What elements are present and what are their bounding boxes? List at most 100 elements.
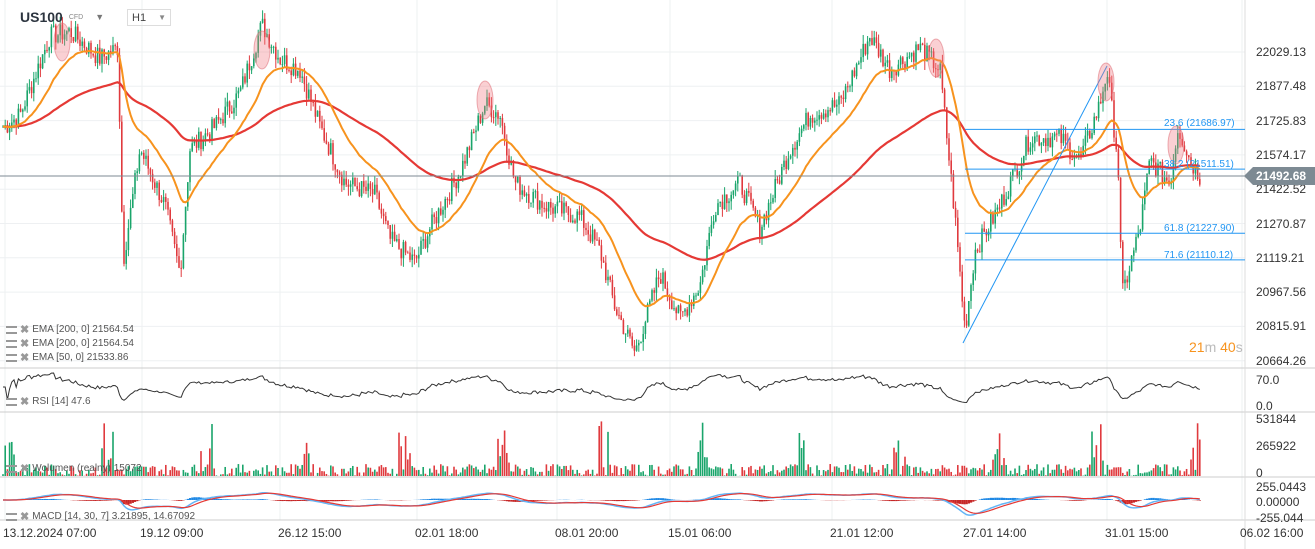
macd-histogram-bar	[101, 500, 104, 501]
macd-histogram-bar	[296, 500, 299, 501]
macd-axis-zero: 0.00000	[1256, 495, 1300, 509]
macd-histogram-bar	[994, 497, 997, 500]
candle-body	[347, 184, 350, 187]
volume-bar	[323, 471, 325, 476]
macd-histogram-bar	[989, 497, 992, 500]
candle-body	[228, 101, 231, 112]
candle-body	[477, 115, 479, 131]
macd-histogram-bar	[653, 498, 656, 500]
candle-body	[1091, 133, 1093, 139]
candle-body	[855, 63, 858, 77]
volume-bar	[825, 471, 827, 476]
volume-bar	[618, 475, 620, 476]
macd-histogram-bar	[626, 500, 629, 501]
legend-macd[interactable]: ✖ MACD [14, 30, 7] 3.21895, 14.67092	[6, 510, 195, 523]
volume-bar	[114, 470, 116, 476]
legend-ema-200-b[interactable]: ✖ EMA [200, 0] 21564.54	[6, 337, 134, 350]
volume-bar	[745, 474, 748, 476]
macd-histogram-bar	[81, 500, 84, 501]
macd-histogram-bar	[895, 500, 898, 502]
candle-body	[495, 112, 497, 118]
close-icon[interactable]: ✖	[20, 324, 30, 336]
close-icon[interactable]: ✖	[20, 463, 30, 475]
volume-bar	[371, 471, 374, 476]
volume-bar	[677, 465, 680, 476]
candle-body	[1089, 130, 1091, 139]
symbol-selector[interactable]: US100 CFD ▼	[20, 9, 104, 25]
macd-histogram-bar	[475, 498, 478, 500]
macd-histogram-bar	[193, 497, 196, 500]
volume-bar	[844, 464, 847, 476]
close-icon[interactable]: ✖	[20, 352, 30, 364]
volume-bar	[728, 468, 730, 476]
volume-bar	[873, 472, 875, 476]
volume-bar	[783, 469, 785, 476]
macd-histogram-bar	[85, 500, 88, 501]
volume-bar	[182, 469, 185, 476]
volume-bar	[398, 432, 400, 476]
menu-icon[interactable]	[6, 339, 17, 348]
volume-bar	[396, 473, 398, 476]
candle-body	[598, 239, 600, 246]
volume-bar	[798, 432, 801, 476]
macd-histogram-bar	[92, 500, 95, 501]
macd-histogram-bar	[602, 500, 605, 501]
menu-icon[interactable]	[6, 353, 17, 362]
legend-rsi[interactable]: ✖ RSI [14] 47.6	[6, 395, 91, 408]
volume-bar	[110, 458, 112, 476]
macd-histogram-bar	[1106, 498, 1109, 500]
close-icon[interactable]: ✖	[20, 396, 30, 408]
candle-body	[79, 39, 81, 46]
menu-icon[interactable]	[6, 464, 17, 473]
menu-icon[interactable]	[6, 325, 17, 334]
candle-body	[286, 55, 288, 70]
candle-body	[886, 60, 889, 63]
candle-body	[283, 55, 286, 65]
close-icon[interactable]: ✖	[20, 338, 30, 350]
candle-body	[191, 143, 193, 152]
volume-bar	[787, 468, 790, 476]
candle-body	[459, 176, 462, 178]
highlight-marker	[53, 22, 71, 62]
close-icon[interactable]: ✖	[20, 511, 30, 523]
candle-body	[1161, 161, 1164, 183]
macd-histogram-bar	[299, 500, 302, 502]
candle-body	[759, 214, 761, 238]
legend-ema-200-a[interactable]: ✖ EMA [200, 0] 21564.54	[6, 323, 134, 336]
candle-body	[28, 87, 31, 91]
volume-bar	[957, 465, 959, 476]
legend-ema-50[interactable]: ✖ EMA [50, 0] 21533.86	[6, 351, 128, 364]
volume-bar	[52, 465, 55, 476]
macd-histogram-bar	[477, 498, 480, 500]
macd-histogram-bar	[1000, 497, 1003, 500]
volume-bar	[22, 467, 24, 476]
candle-body	[899, 57, 902, 65]
volume-bar	[605, 475, 607, 476]
candle-body	[1003, 194, 1005, 205]
volume-bar	[1119, 467, 1122, 476]
menu-icon[interactable]	[6, 397, 17, 406]
volume-bar	[904, 456, 906, 476]
candle-body	[589, 234, 592, 242]
candle-body	[407, 252, 409, 254]
macd-histogram-bar	[1071, 500, 1074, 501]
volume-bar	[277, 467, 279, 476]
candle-body	[569, 214, 572, 223]
volume-bar	[1181, 475, 1183, 476]
candle-body	[622, 320, 625, 335]
macd-histogram-bar	[739, 499, 742, 500]
ema-50-line	[2, 49, 1201, 308]
timeframe-select[interactable]: H1 ▼	[127, 9, 171, 26]
volume-bar	[24, 475, 26, 476]
macd-histogram-bar	[459, 498, 462, 500]
volume-bar	[165, 464, 167, 476]
legend-volume[interactable]: ✖ Wolumen (realny) 15072	[6, 462, 142, 475]
volume-bar	[719, 467, 721, 476]
volume-bar	[1020, 474, 1023, 476]
candle-body	[983, 228, 985, 232]
macd-histogram-bar	[442, 498, 445, 500]
volume-bar	[686, 473, 688, 476]
candle-body	[948, 138, 950, 161]
menu-icon[interactable]	[6, 512, 17, 521]
